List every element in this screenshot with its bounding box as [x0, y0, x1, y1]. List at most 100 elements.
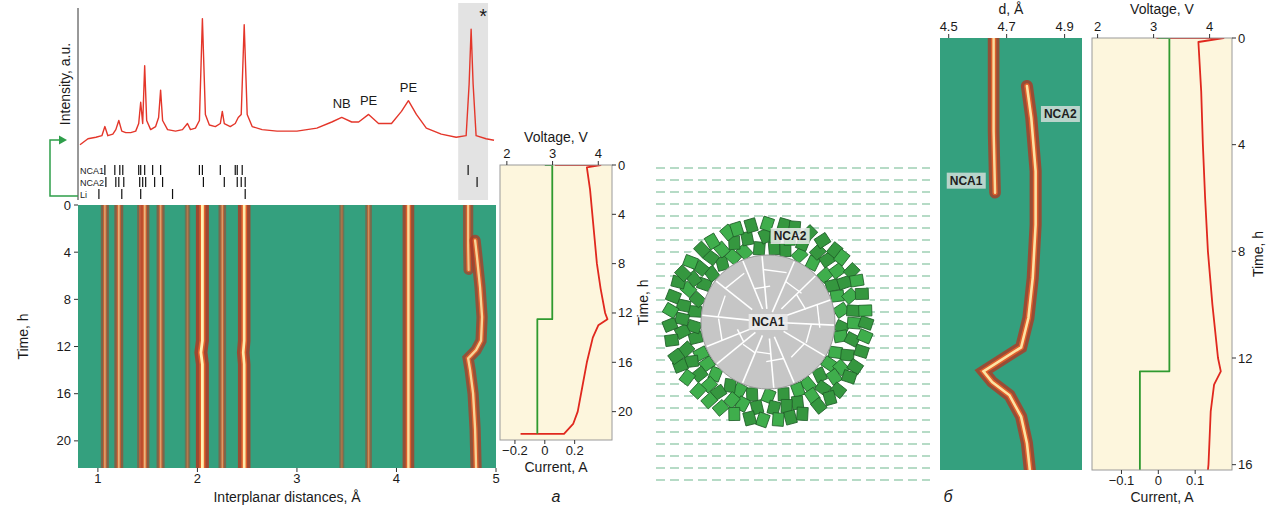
- streak: [467, 205, 470, 270]
- axis-line: [78, 8, 79, 200]
- annotation: *: [479, 5, 487, 27]
- reference-tick: [152, 165, 153, 175]
- streak: [468, 240, 482, 468]
- tick: [74, 299, 78, 300]
- series-line: [1140, 38, 1169, 470]
- streak-glow: [403, 205, 415, 468]
- streak-glow: [140, 205, 149, 468]
- tick: [612, 165, 616, 166]
- label-patch: [1041, 106, 1080, 122]
- axis-title: Time, h: [1250, 231, 1266, 277]
- row-label: Li: [80, 190, 87, 200]
- core-crack: [781, 276, 815, 309]
- shell-crystallite: [729, 407, 740, 420]
- axis-title: Time, h: [15, 313, 31, 359]
- core-crack: [718, 296, 725, 317]
- tick-label: 4: [1206, 19, 1213, 34]
- streak-glow: [468, 240, 482, 468]
- reference-tick: [237, 165, 238, 175]
- streak-body: [983, 86, 1035, 470]
- annotation: PE: [400, 80, 418, 95]
- streak-body: [468, 240, 482, 468]
- streak: [407, 205, 409, 468]
- reference-tick: [142, 177, 143, 187]
- axis-title: Voltage, V: [524, 129, 588, 145]
- core-crack: [796, 294, 805, 309]
- annotation: PE: [360, 93, 378, 108]
- reference-tick: [144, 165, 145, 175]
- shell-crystallite: [683, 254, 699, 269]
- electrolyte-line: [656, 467, 930, 468]
- streak-body: [186, 205, 189, 468]
- highlight: [458, 3, 488, 200]
- core-crack: [817, 305, 820, 328]
- axis-title: Interplanar distances, Å: [213, 489, 361, 505]
- label-patch: [771, 228, 810, 244]
- streak-glow: [219, 205, 227, 468]
- tick: [1209, 34, 1210, 38]
- tick-label: 4: [618, 207, 625, 222]
- electrolyte-line: [656, 167, 930, 168]
- streak: [118, 205, 120, 468]
- streak: [341, 205, 342, 468]
- shell-crystallite: [772, 413, 784, 427]
- reference-tick: [138, 165, 139, 175]
- tick-label: 3: [1150, 19, 1157, 34]
- streak-glow: [114, 205, 123, 468]
- tick: [1064, 34, 1065, 38]
- series-line: [537, 165, 552, 434]
- streak: [242, 205, 246, 468]
- shell-crystallite: [778, 388, 789, 401]
- electrolyte-line: [656, 179, 930, 180]
- reference-tick: [154, 177, 155, 187]
- shell-crystallite: [859, 305, 872, 316]
- core-crack: [743, 344, 755, 353]
- reference-tick: [114, 165, 115, 175]
- reference-tick: [160, 165, 161, 175]
- streak-body: [994, 38, 995, 193]
- figure: NCA1NCA2LiIntensity, a.u.NBPEPE*12345048…: [0, 0, 1269, 511]
- streak-body: [117, 205, 121, 468]
- reference-tick: [139, 177, 140, 187]
- tick-label: 2: [503, 146, 510, 161]
- reference-tick: [203, 177, 204, 187]
- reference-tick: [242, 165, 243, 175]
- core-crack: [787, 300, 830, 315]
- electrolyte-line: [656, 479, 930, 480]
- tick-label: 8: [618, 256, 625, 271]
- reference-tick: [162, 177, 163, 187]
- reference-tick: [145, 177, 146, 187]
- tick: [552, 161, 553, 165]
- plot-area: [1140, 38, 1224, 470]
- shell-crystallite: [846, 305, 860, 317]
- tick: [506, 161, 507, 165]
- axis-title: Voltage, V: [1130, 1, 1194, 17]
- annotation: NCA1: [950, 174, 983, 188]
- shell-crystallite: [668, 348, 685, 365]
- label-patch: [947, 173, 986, 189]
- streak-glow: [339, 205, 344, 468]
- tick-label: 0: [64, 198, 71, 213]
- annotation: NB: [333, 96, 351, 111]
- tick: [74, 393, 78, 394]
- tick-label: 2: [194, 471, 201, 486]
- shell-crystallite: [755, 412, 770, 428]
- streak-glow: [137, 205, 144, 468]
- annotation: NCA2: [1044, 107, 1077, 121]
- streak-glow: [101, 205, 109, 468]
- shell-crystallite: [665, 289, 681, 304]
- plot-area: [521, 165, 608, 434]
- reference-tick: [237, 177, 238, 187]
- reference-tick: [245, 189, 246, 199]
- tick-label: 5: [492, 471, 499, 486]
- tick-label: 8: [1238, 244, 1245, 259]
- streak-glow: [201, 205, 202, 468]
- tick-label: 0.1: [1186, 473, 1204, 488]
- row-label: NCA2: [80, 178, 104, 188]
- arrow: [50, 140, 78, 196]
- series-line: [521, 165, 608, 434]
- panel-label: а: [552, 488, 561, 505]
- tick: [1232, 144, 1236, 145]
- electrolyte-line: [656, 215, 930, 216]
- tick-label: 1: [94, 471, 101, 486]
